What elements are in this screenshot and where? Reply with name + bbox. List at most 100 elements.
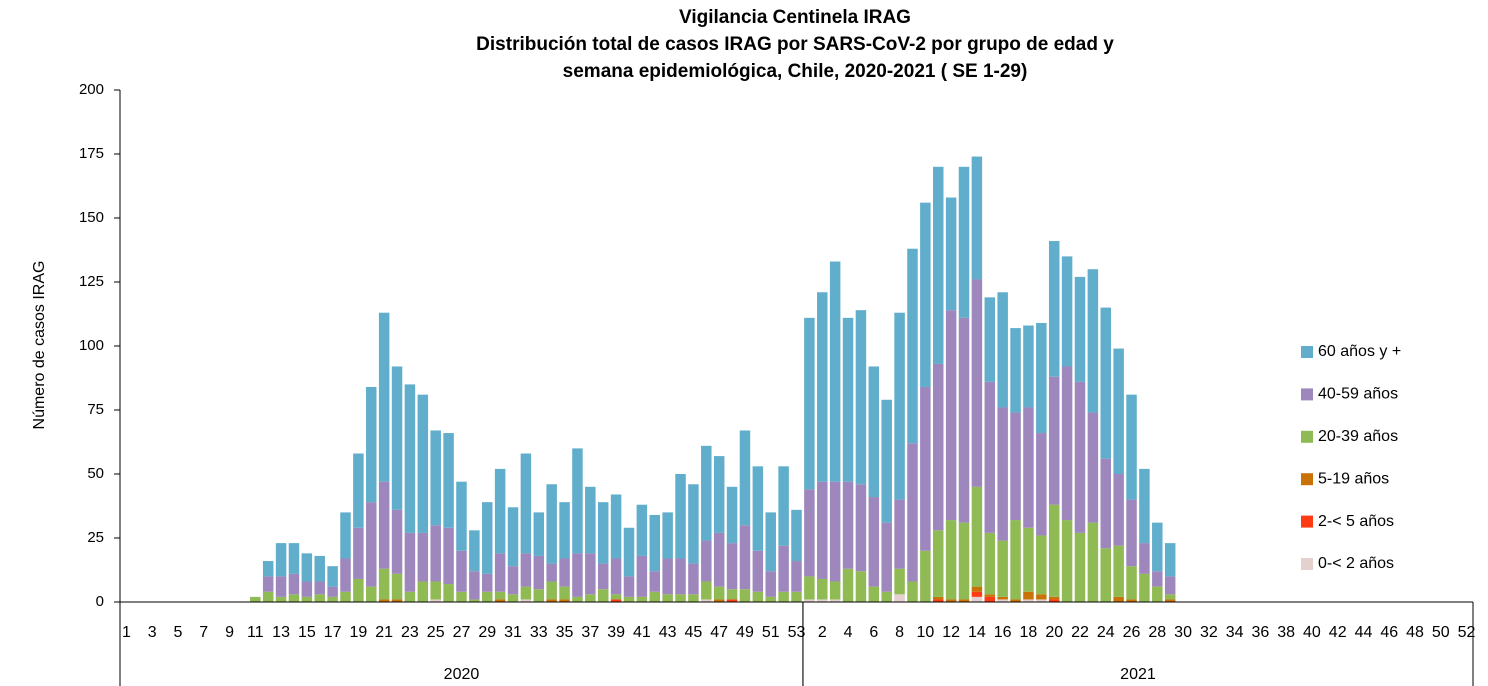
bar-segment [804, 576, 815, 600]
bar-segment [881, 591, 892, 602]
bar-segment [275, 543, 287, 577]
bar-segment [585, 553, 596, 595]
x-tick-label: 41 [633, 624, 651, 641]
bar-segment [1152, 571, 1163, 587]
x-tick-label: 45 [685, 624, 703, 641]
x-tick-label: 2 [818, 624, 827, 641]
x-tick-label: 18 [1020, 624, 1038, 641]
bar-segment [933, 363, 944, 531]
x-tick-label: 15 [298, 624, 316, 641]
bar-segment [817, 599, 828, 602]
bar-segment [662, 594, 673, 602]
x-tick-label: 14 [968, 624, 986, 641]
bar-segment [340, 512, 351, 559]
bar-segment [1126, 499, 1137, 567]
bar-segment [366, 386, 377, 503]
bar-segment [456, 591, 467, 602]
bar-segment [804, 599, 815, 602]
bar-segment [262, 576, 274, 592]
bar-segment [378, 568, 390, 600]
bar-segment [791, 591, 802, 602]
x-tick-label: 4 [844, 624, 853, 641]
bar-segment [340, 558, 351, 592]
x-tick-label: 44 [1355, 624, 1373, 641]
bar-segment [945, 310, 957, 521]
bar-segment [520, 599, 532, 602]
bar-segment [404, 384, 416, 533]
bar-segment [1061, 256, 1073, 367]
bar-segment [1113, 474, 1124, 546]
bar-segment [610, 558, 622, 595]
bar-segment [1126, 566, 1137, 600]
bar-segment [1152, 586, 1163, 602]
bar-segment [1010, 599, 1021, 602]
bar-segment [520, 586, 532, 600]
bar-segment [366, 586, 377, 602]
x-tick-label: 32 [1200, 624, 1218, 641]
bar-segment [610, 599, 622, 602]
x-tick-label: 34 [1226, 624, 1244, 641]
x-tick-label: 25 [427, 624, 445, 641]
bar-segment [675, 558, 686, 595]
bar-segment [636, 504, 648, 556]
x-tick-label: 50 [1432, 624, 1450, 641]
bar-segment [933, 166, 944, 364]
bar-segment [829, 599, 841, 602]
bar-segment [920, 386, 931, 551]
bar-segment [675, 474, 686, 559]
bar-segment [984, 594, 996, 597]
bar-segment [1036, 594, 1047, 600]
bar-segment [610, 494, 622, 559]
bar-segment [662, 512, 673, 559]
bar-segment [765, 512, 776, 572]
bar-segment [1126, 599, 1137, 602]
bar-segment [1036, 322, 1047, 434]
bar-segment [791, 509, 802, 562]
bar-segment [572, 596, 583, 602]
bar-segment [752, 591, 764, 602]
bar-segment [817, 578, 828, 600]
x-tick-label: 31 [504, 624, 522, 641]
bar-segment [391, 509, 403, 574]
bar-segment [275, 596, 287, 602]
bar-segment [894, 312, 905, 500]
bar-segment [378, 312, 390, 482]
bar-segment [713, 599, 725, 602]
x-tick-label: 51 [762, 624, 780, 641]
y-tick-label: 75 [87, 401, 104, 418]
bar-segment [353, 527, 364, 579]
bar-segment [688, 563, 699, 595]
bar-segment [288, 573, 300, 595]
bar-segment [391, 599, 403, 602]
bar-segment [726, 589, 738, 600]
legend-swatch [1301, 473, 1313, 486]
bar-segment [1139, 573, 1150, 602]
x-tick-label: 24 [1097, 624, 1115, 641]
bar-segment [1048, 596, 1060, 600]
bar-segment [1126, 394, 1137, 500]
y-tick-label: 100 [79, 337, 104, 354]
x-tick-label: 42 [1329, 624, 1347, 641]
bar-segment [920, 550, 931, 602]
bar-segment [327, 596, 338, 602]
y-tick-label: 175 [79, 145, 104, 162]
x-tick-label: 1 [122, 624, 131, 641]
x-tick-label: 21 [375, 624, 393, 641]
bar-segment [1087, 522, 1099, 602]
bar-segment [1074, 381, 1086, 533]
bar-segment [855, 571, 867, 602]
bar-segment [494, 599, 506, 602]
bar-segment [1100, 548, 1111, 602]
bar-segment [933, 599, 944, 602]
legend-swatch [1301, 388, 1313, 401]
bar-segment [1061, 520, 1073, 602]
bar-segment [1048, 241, 1060, 377]
bar-segment [855, 310, 867, 485]
x-tick-label: 20 [1045, 624, 1063, 641]
legend-label: 60 años y + [1318, 343, 1401, 360]
x-tick-label: 16 [994, 624, 1012, 641]
bar-segment [430, 430, 441, 526]
bar-segment [1164, 594, 1176, 600]
bar-segment [817, 481, 828, 579]
